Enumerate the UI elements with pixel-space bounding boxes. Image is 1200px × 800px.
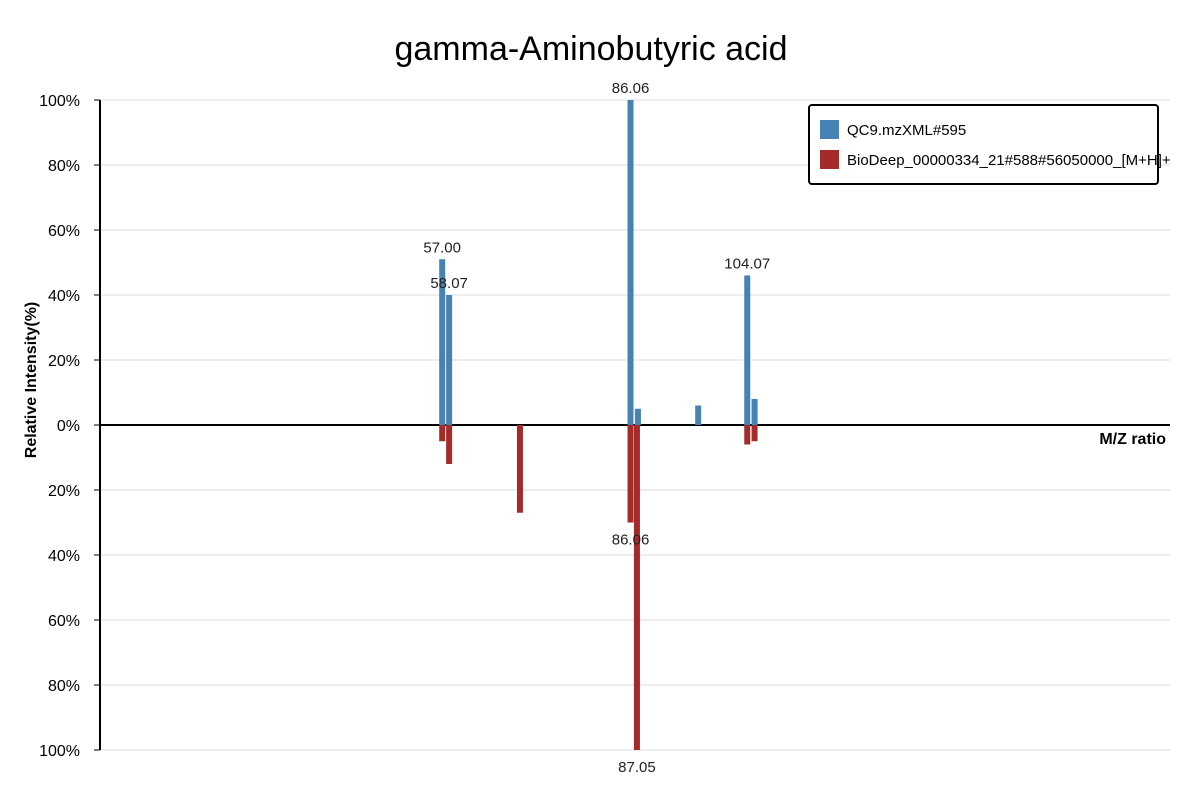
peak-bar-qc9 [634,408,641,425]
y-tick-label: 40% [48,288,80,305]
peak-label-biodeep: 86.06 [612,532,650,549]
peak-bar-biodeep [744,425,751,445]
y-tick-label: 80% [48,678,80,695]
peak-bar-biodeep [751,425,758,442]
legend: QC9.mzXML#595 BioDeep_00000334_21#588#56… [808,104,1171,185]
peak-label-biodeep: 87.05 [618,759,656,776]
peak-bar-qc9 [695,405,702,425]
axes: 100% 80% 60% 40% 20% 0% 20% 40% 60% 80% 100% [39,93,1170,760]
peak-bar-qc9 [627,100,634,425]
y-tick-label: 80% [48,158,80,175]
y-tick-label: 100% [39,743,80,760]
peak-bar-qc9 [446,295,453,425]
y-tick-label: 60% [48,613,80,630]
legend-swatch-biodeep [820,150,839,169]
peak-bar-qc9 [439,259,446,425]
legend-label-qc9: QC9.mzXML#595 [847,122,966,139]
y-tick-label: 20% [48,353,80,370]
peak-bars [439,100,758,750]
peak-bar-biodeep [516,425,523,513]
y-tick-label: 20% [48,483,80,500]
peak-label-qc9: 57.00 [423,239,461,256]
peak-label-qc9: 58.07 [430,275,468,292]
peak-label-qc9: 104.07 [724,256,770,273]
legend-swatch-qc9 [820,120,839,139]
y-tick-label: 100% [39,93,80,110]
peak-label-qc9: 86.06 [612,80,650,97]
y-tick-label: 0% [57,418,80,435]
x-axis-title: M/Z ratio [1099,431,1166,448]
legend-box [808,104,1159,185]
y-tick-label: 40% [48,548,80,565]
peak-bar-biodeep [633,425,640,750]
y-tick-label: 60% [48,223,80,240]
peak-bar-biodeep [627,425,634,523]
peak-bar-qc9 [751,399,758,425]
y-axis-title: Relative Intensity(%) [23,302,40,458]
chart-title: gamma-Aminobutyric acid [394,30,787,68]
peak-bar-biodeep [446,425,453,464]
peak-bar-qc9 [744,275,751,425]
peak-labels: 57.00 58.07 86.06 104.07 86.06 87.05 [423,80,770,776]
peak-bar-biodeep [439,425,446,442]
legend-label-biodeep: BioDeep_00000334_21#588#56050000_[M+H]+ [847,152,1171,169]
